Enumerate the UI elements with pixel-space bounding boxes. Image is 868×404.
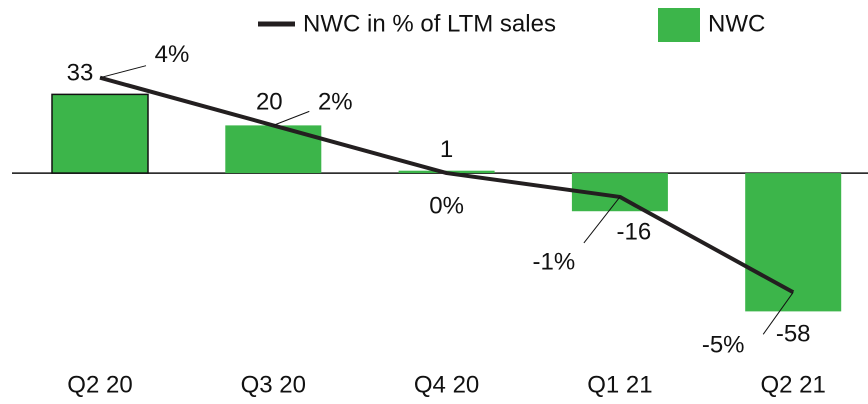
bar-label: 33 (67, 60, 94, 87)
x-tick-label: Q3 20 (241, 371, 306, 398)
bar-label: 1 (440, 136, 453, 163)
bar-label: -16 (617, 219, 652, 246)
x-tick-label: Q2 21 (761, 371, 826, 398)
leader-line (583, 196, 621, 244)
legend-swatch (658, 8, 700, 42)
bar (745, 173, 842, 312)
x-tick-label: Q4 20 (414, 371, 479, 398)
leader-line (273, 110, 310, 126)
line (99, 75, 795, 295)
line-label: 4% (155, 41, 190, 68)
bar (225, 125, 322, 174)
leader-line (99, 65, 147, 79)
bar (51, 93, 149, 174)
leader-line (762, 292, 794, 335)
bar-label: -58 (776, 321, 811, 348)
bar-label: 20 (256, 89, 283, 116)
legend-label: NWC in % of LTM sales (303, 10, 556, 37)
line-label: 0% (429, 192, 464, 219)
line-label: -1% (533, 248, 576, 275)
x-tick-label: Q1 21 (587, 371, 652, 398)
x-tick-label: Q2 20 (67, 371, 132, 398)
legend-label: NWC (708, 10, 765, 37)
line-label: 2% (318, 89, 353, 116)
line-label: -5% (702, 332, 745, 359)
